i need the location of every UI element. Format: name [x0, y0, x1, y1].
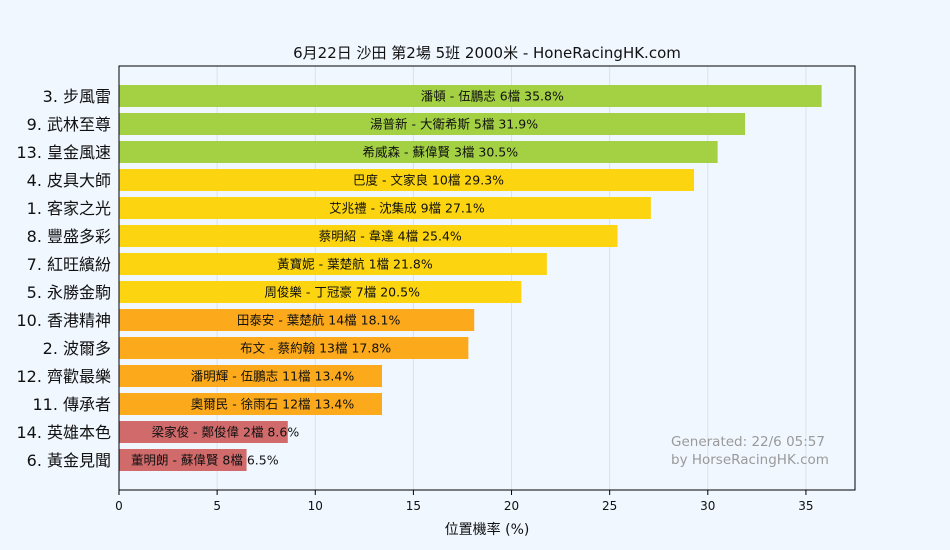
plot-frame: [118, 65, 856, 491]
bar-label: 布文 - 蔡約翰 13檔 17.8%: [240, 341, 391, 356]
bar-group: 3. 步風雷 潘頓 - 伍鵬志 6檔 35.8%: [43, 85, 822, 107]
x-axis-label: 位置機率 (%): [445, 521, 530, 538]
bar-label: 潘頓 - 伍鵬志 6檔 35.8%: [421, 89, 564, 104]
bar: [119, 253, 547, 275]
bar: [119, 169, 695, 191]
bar-label: 艾兆禮 - 沈集成 9檔 27.1%: [329, 201, 485, 216]
category-label: 8. 豐盛多彩: [27, 227, 111, 246]
bar: [119, 449, 247, 471]
bar-label: 潘明輝 - 伍鵬志 11檔 13.4%: [191, 369, 355, 384]
bar-group: 7. 紅旺繽紛 黃寶妮 - 葉楚航 1檔 21.8%: [27, 253, 547, 275]
bar-label: 蔡明紹 - 韋達 4檔 25.4%: [319, 229, 462, 244]
bars: 3. 步風雷 潘頓 - 伍鵬志 6檔 35.8% 9. 武林至尊 湯普新 - 大衛希斯…: [16, 85, 822, 471]
bar: [119, 337, 469, 359]
category-label: 1. 客家之光: [27, 199, 111, 218]
category-label: 14. 英雄本色: [16, 423, 111, 442]
category-label: 13. 皇金風速: [16, 143, 111, 162]
grid: [118, 66, 855, 490]
bar-group: 1. 客家之光 艾兆禮 - 沈集成 9檔 27.1%: [27, 197, 651, 219]
category-label: 3. 步風雷: [43, 87, 111, 106]
bar-label: 周俊樂 - 丁冠豪 7檔 20.5%: [264, 285, 420, 300]
bar-label: 黃寶妮 - 葉楚航 1檔 21.8%: [277, 257, 433, 272]
bar-group: 11. 傳承者 奧爾民 - 徐雨石 12檔 13.4%: [32, 393, 382, 415]
x-tick-label: 0: [115, 499, 123, 513]
bar: [119, 113, 746, 135]
bar-label: 董明朗 - 蘇偉賢 8檔 6.5%: [131, 453, 279, 468]
x-tick-label: 20: [504, 499, 519, 513]
bar: [119, 421, 288, 443]
bar: [119, 309, 475, 331]
bar-group: 13. 皇金風速 希威森 - 蘇偉賢 3檔 30.5%: [16, 141, 718, 163]
x-axis: 0 5 10 15 20 25 30 35: [115, 490, 814, 513]
bar: [119, 393, 382, 415]
bar: [119, 85, 822, 107]
bar-group: 4. 皮具大師 巴度 - 文家良 10檔 29.3%: [27, 169, 695, 191]
bar-label: 奧爾民 - 徐雨石 12檔 13.4%: [191, 397, 355, 412]
bar-label: 巴度 - 文家良 10檔 29.3%: [353, 173, 504, 188]
category-label: 2. 波爾多: [43, 339, 111, 358]
category-label: 9. 武林至尊: [27, 115, 111, 134]
category-label: 10. 香港精神: [16, 311, 111, 330]
bar-label: 希威森 - 蘇偉賢 3檔 30.5%: [363, 145, 519, 160]
bar: [119, 141, 718, 163]
watermark-line-2: by HorseRacingHK.com: [671, 452, 829, 468]
bar: [119, 365, 382, 387]
bar-group: 14. 英雄本色 梁家俊 - 鄭俊偉 2檔 8.6%: [16, 421, 299, 443]
category-label: 7. 紅旺繽紛: [27, 255, 111, 274]
bar-group: 9. 武林至尊 湯普新 - 大衛希斯 5檔 31.9%: [27, 113, 746, 135]
bar-group: 12. 齊歡最樂 潘明輝 - 伍鵬志 11檔 13.4%: [16, 365, 382, 387]
bar: [119, 225, 618, 247]
bar-group: 5. 永勝金駒 周俊樂 - 丁冠豪 7檔 20.5%: [27, 281, 522, 303]
bar-label: 湯普新 - 大衛希斯 5檔 31.9%: [370, 117, 538, 132]
bar-group: 8. 豐盛多彩 蔡明紹 - 韋達 4檔 25.4%: [27, 225, 618, 247]
watermark-line-1: Generated: 22/6 05:57: [671, 434, 825, 450]
chart-title: 6月22日 沙田 第2場 5班 2000米 - HoneRacingHK.com: [293, 44, 681, 62]
category-label: 12. 齊歡最樂: [16, 367, 111, 386]
x-tick-label: 25: [602, 499, 617, 513]
bar-label: 梁家俊 - 鄭俊偉 2檔 8.6%: [152, 425, 300, 440]
x-tick-label: 35: [798, 499, 813, 513]
x-tick-label: 10: [308, 499, 323, 513]
category-label: 11. 傳承者: [32, 395, 111, 414]
bar: [119, 281, 522, 303]
x-tick-label: 30: [700, 499, 715, 513]
bar-group: 10. 香港精神 田泰安 - 葉楚航 14檔 18.1%: [16, 309, 475, 331]
bar-group: 2. 波爾多 布文 - 蔡約翰 13檔 17.8%: [43, 337, 469, 359]
plot-background: [119, 66, 855, 490]
category-label: 4. 皮具大師: [27, 171, 111, 190]
bar-label: 田泰安 - 葉楚航 14檔 18.1%: [237, 313, 401, 328]
category-label: 5. 永勝金駒: [27, 283, 111, 302]
category-label: 6. 黃金見聞: [27, 451, 111, 470]
watermark: Generated: 22/6 05:57 by HorseRacingHK.c…: [671, 434, 829, 468]
x-tick-label: 5: [213, 499, 221, 513]
bar-group: 6. 黃金見聞 董明朗 - 蘇偉賢 8檔 6.5%: [27, 449, 279, 471]
x-tick-label: 15: [406, 499, 421, 513]
bar: [119, 197, 651, 219]
